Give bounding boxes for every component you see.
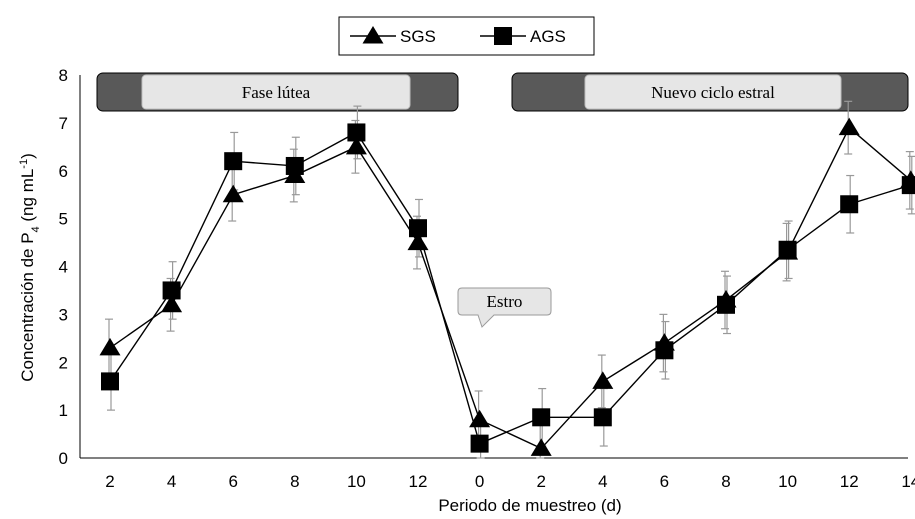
x-tick-label: 4	[167, 472, 176, 491]
series-markers	[99, 117, 915, 456]
marker-ags	[532, 408, 551, 427]
series-lines	[109, 126, 912, 450]
y-tick-label: 3	[59, 305, 68, 324]
y-axis-title-superscript: -1	[18, 159, 30, 169]
phase-band-inner	[584, 74, 842, 110]
x-tick-label: 12	[840, 472, 859, 491]
legend-marker-sgs	[362, 26, 384, 44]
x-tick-label: 2	[536, 472, 545, 491]
legend-entry: SGS	[350, 26, 436, 46]
marker-sgs	[592, 371, 614, 389]
phase-band: Nuevo ciclo estral	[511, 72, 909, 112]
callout-bubble	[457, 287, 552, 328]
x-tick-label: 0	[475, 472, 484, 491]
y-tick-label: 6	[59, 162, 68, 181]
marker-ags	[717, 295, 735, 314]
y-tick-label: 5	[59, 210, 68, 229]
marker-sgs	[530, 438, 552, 456]
y-tick-label: 4	[59, 258, 68, 277]
series-line-sgs	[109, 126, 912, 450]
phase-band-label: Fase lútea	[242, 83, 311, 102]
y-tick-label: 0	[59, 449, 68, 468]
marker-ags	[901, 176, 915, 195]
y-axis-title-suffix: )	[18, 153, 37, 159]
y-tick-label: 2	[59, 353, 68, 372]
legend-label: AGS	[530, 27, 566, 46]
x-tick-label: 6	[660, 472, 669, 491]
phase-band: Fase lútea	[96, 72, 459, 112]
phase-bands: Fase lútea Nuevo ciclo estral	[96, 72, 909, 112]
x-tick-label: 6	[228, 472, 237, 491]
y-tick-label: 7	[59, 114, 68, 133]
x-tick-label: 10	[778, 472, 797, 491]
marker-sgs	[222, 184, 244, 203]
marker-ags	[470, 434, 489, 453]
series-line-ags	[109, 131, 912, 445]
marker-ags	[593, 408, 612, 427]
marker-ags	[840, 195, 859, 214]
x-axis-title: Periodo de muestreo (d)	[438, 496, 621, 515]
chart-axes	[79, 75, 908, 459]
phase-band-label: Nuevo ciclo estral	[651, 83, 775, 102]
phase-band-inner	[141, 74, 411, 110]
y-tick-label: 1	[59, 401, 68, 420]
marker-sgs	[469, 409, 491, 428]
callout-label: Estro	[487, 292, 523, 311]
marker-ags	[655, 341, 674, 360]
marker-sgs	[99, 337, 121, 356]
y-axis-title-middle: (ng mL	[18, 169, 37, 227]
y-axis-title: Concentración de P4 (ng mL-1)	[18, 153, 42, 382]
legend-marker-ags	[494, 27, 512, 45]
marker-ags	[101, 372, 119, 391]
y-axis-title-prefix: Concentración de P	[18, 232, 37, 381]
y-axis-title-subscript: 4	[30, 226, 42, 232]
marker-sgs	[838, 117, 860, 136]
x-tick-label: 8	[721, 472, 730, 491]
legend-entry: AGS	[480, 27, 566, 46]
estro-callout: Estro	[457, 287, 552, 328]
x-tick-label: 4	[598, 472, 607, 491]
x-tick-label: 8	[290, 472, 299, 491]
marker-sgs	[161, 294, 183, 313]
marker-ags	[162, 281, 181, 300]
x-axis-ticks: 2 4 6 8 10 12 0 2 4 6 8 10 12 14	[105, 472, 915, 491]
marker-ags	[409, 219, 427, 238]
marker-ags	[778, 240, 797, 259]
marker-ags	[347, 123, 366, 142]
marker-sgs	[407, 232, 429, 251]
y-tick-label: 8	[59, 66, 68, 85]
x-tick-label: 2	[105, 472, 114, 491]
legend: SGS AGS	[338, 16, 595, 56]
x-tick-label: 14	[901, 472, 915, 491]
x-tick-label: 10	[347, 472, 366, 491]
legend-label: SGS	[400, 27, 436, 46]
x-tick-label: 12	[409, 472, 428, 491]
marker-ags	[224, 152, 243, 171]
y-axis-ticks: 0 1 2 3 4 5 6 7 8	[59, 66, 68, 468]
marker-ags	[285, 156, 304, 175]
marker-sgs	[345, 136, 367, 155]
